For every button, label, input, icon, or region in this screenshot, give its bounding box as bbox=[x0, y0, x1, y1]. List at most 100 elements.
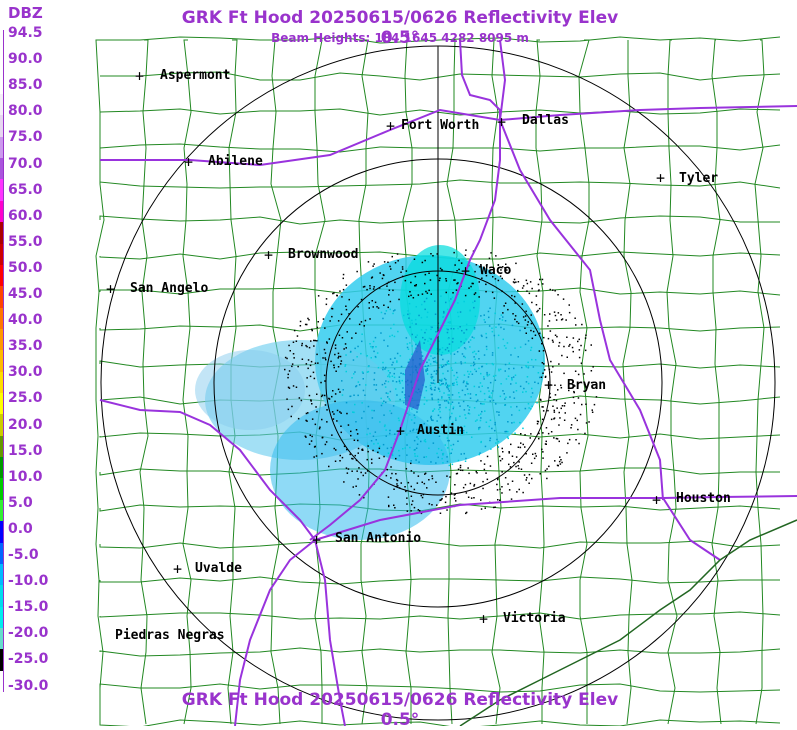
echo-pixel bbox=[495, 326, 497, 328]
echo-pixel bbox=[340, 431, 342, 434]
echo-pixel bbox=[455, 419, 457, 421]
echo-pixel bbox=[341, 394, 344, 396]
echo-pixel bbox=[547, 432, 550, 435]
echo-pixel bbox=[425, 297, 428, 300]
echo-pixel bbox=[475, 470, 477, 473]
echo-pixel bbox=[497, 334, 500, 337]
echo-pixel bbox=[446, 460, 449, 463]
echo-pixel bbox=[463, 355, 465, 358]
echo-pixel bbox=[414, 347, 417, 349]
echo-pixel bbox=[439, 390, 441, 393]
echo-pixel bbox=[507, 308, 509, 311]
echo-pixel bbox=[504, 363, 507, 366]
echo-pixel bbox=[311, 435, 313, 438]
color-legend-bar bbox=[0, 30, 3, 693]
echo-pixel bbox=[414, 416, 416, 419]
echo-pixel bbox=[321, 436, 324, 439]
echo-pixel bbox=[554, 334, 557, 336]
echo-pixel bbox=[390, 412, 393, 415]
echo-pixel bbox=[393, 488, 395, 490]
echo-pixel bbox=[335, 370, 337, 372]
echo-pixel bbox=[513, 461, 515, 464]
echo-pixel bbox=[360, 321, 363, 323]
echo-pixel bbox=[347, 468, 350, 470]
echo-pixel bbox=[461, 469, 464, 472]
echo-pixel bbox=[473, 356, 475, 358]
echo-pixel bbox=[383, 261, 386, 263]
echo-pixel bbox=[504, 477, 507, 479]
echo-pixel bbox=[399, 382, 401, 384]
echo-pixel bbox=[481, 272, 484, 275]
echo-pixel bbox=[429, 384, 432, 387]
echo-pixel bbox=[439, 277, 441, 279]
echo-pixel bbox=[527, 361, 529, 364]
echo-pixel bbox=[369, 432, 371, 435]
echo-pixel bbox=[387, 380, 390, 383]
echo-pixel bbox=[510, 406, 512, 408]
echo-pixel bbox=[439, 410, 441, 413]
echo-pixel bbox=[488, 396, 490, 398]
echo-pixel bbox=[529, 281, 532, 283]
echo-pixel bbox=[392, 380, 394, 382]
echo-pixel bbox=[510, 383, 512, 385]
echo-pixel bbox=[441, 424, 443, 427]
echo-pixel bbox=[458, 268, 460, 271]
echo-pixel bbox=[445, 495, 447, 498]
echo-pixel bbox=[385, 392, 388, 394]
echo-pixel bbox=[467, 376, 470, 378]
echo-pixel bbox=[566, 356, 568, 358]
echo-pixel bbox=[309, 434, 311, 436]
echo-pixel bbox=[409, 291, 411, 293]
echo-pixel bbox=[471, 336, 474, 338]
echo-pixel bbox=[425, 386, 427, 388]
echo-pixel bbox=[409, 358, 411, 361]
echo-pixel bbox=[408, 295, 410, 298]
echo-area bbox=[270, 400, 450, 540]
echo-pixel bbox=[366, 458, 368, 461]
echo-pixel bbox=[313, 345, 315, 347]
echo-pixel bbox=[517, 322, 520, 325]
echo-pixel bbox=[299, 320, 302, 323]
echo-pixel bbox=[526, 376, 529, 378]
echo-pixel bbox=[435, 481, 437, 483]
echo-pixel bbox=[468, 406, 471, 408]
echo-pixel bbox=[541, 448, 543, 451]
echo-pixel bbox=[323, 348, 326, 351]
highways bbox=[99, 39, 797, 726]
echo-pixel bbox=[540, 399, 542, 401]
echo-pixel bbox=[440, 354, 443, 356]
echo-pixel bbox=[557, 294, 559, 296]
echo-pixel bbox=[462, 400, 465, 403]
echo-pixel bbox=[321, 452, 323, 455]
echo-pixel bbox=[527, 382, 530, 385]
echo-pixel bbox=[473, 306, 475, 309]
echo-pixel bbox=[402, 373, 404, 375]
echo-pixel bbox=[577, 397, 580, 399]
echo-pixel bbox=[534, 381, 536, 383]
echo-pixel bbox=[457, 282, 459, 284]
echo-pixel bbox=[314, 423, 317, 426]
echo-pixel bbox=[517, 465, 519, 467]
legend-label: 40.0 bbox=[8, 312, 43, 329]
echo-pixel bbox=[559, 463, 562, 465]
echo-pixel bbox=[530, 396, 532, 398]
echo-pixel bbox=[531, 358, 533, 361]
echo-pixel bbox=[474, 358, 476, 360]
echo-pixel bbox=[511, 414, 513, 416]
echo-pixel bbox=[521, 303, 524, 305]
echo-pixel bbox=[468, 373, 470, 375]
echo-pixel bbox=[426, 420, 429, 422]
echo-pixel bbox=[367, 365, 370, 368]
echo-pixel bbox=[384, 386, 387, 388]
echo-pixel bbox=[389, 308, 391, 311]
echo-pixel bbox=[457, 327, 459, 330]
echo-pixel bbox=[405, 468, 408, 470]
echo-pixel bbox=[508, 452, 510, 454]
echo-pixel bbox=[438, 435, 441, 437]
echo-pixel bbox=[546, 477, 548, 480]
echo-pixel bbox=[465, 457, 467, 460]
echo-pixel bbox=[367, 405, 370, 408]
echo-pixel bbox=[452, 384, 454, 386]
county-line bbox=[100, 71, 781, 81]
echo-pixel bbox=[381, 277, 384, 280]
